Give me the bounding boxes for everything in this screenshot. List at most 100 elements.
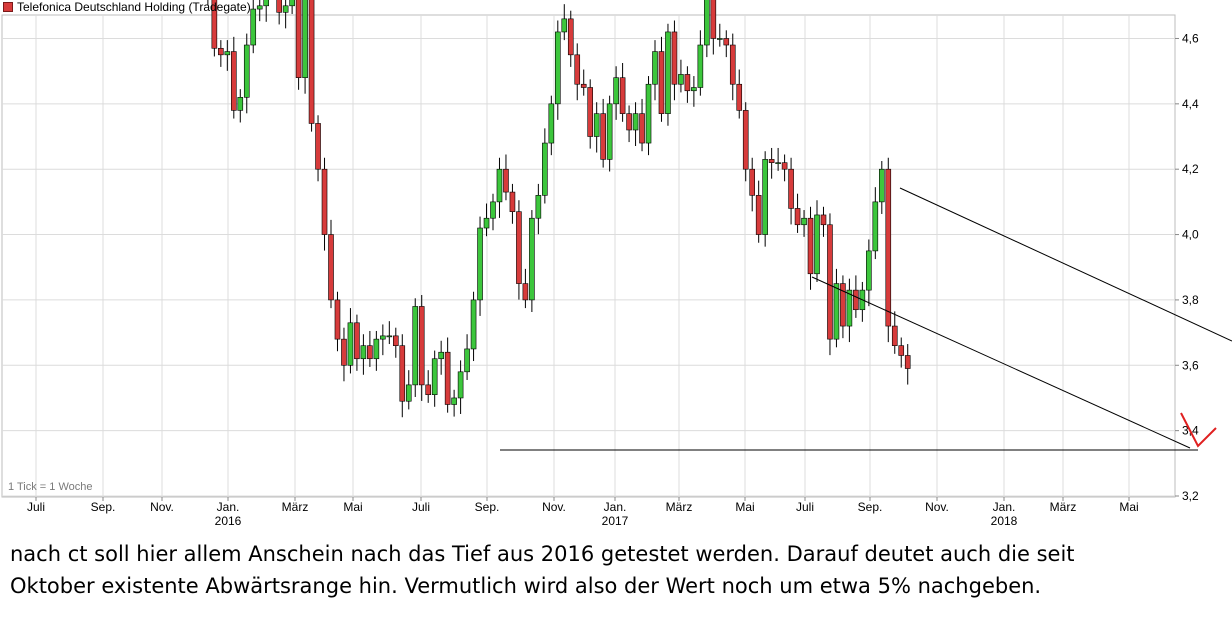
candle-down — [295, 0, 302, 78]
candle-down — [308, 0, 315, 124]
candle-up — [360, 345, 367, 360]
candle-down — [315, 123, 321, 170]
candle-up — [632, 113, 639, 131]
candle-up — [405, 384, 412, 402]
candle-down — [742, 110, 749, 170]
candle-up — [282, 5, 289, 13]
candle-down — [639, 113, 645, 144]
candle-up — [470, 299, 477, 350]
candle-down — [231, 51, 237, 111]
candle-up — [613, 77, 619, 105]
candle-up — [606, 103, 613, 160]
x-tick-label: Jan. — [604, 500, 627, 514]
candle-up — [386, 335, 393, 338]
candle-up — [263, 0, 270, 7]
x-tick-label: Sep. — [475, 500, 500, 514]
candle-up — [477, 227, 483, 301]
candle-down — [788, 168, 794, 209]
candle-up — [256, 5, 263, 10]
candle-up — [373, 338, 380, 360]
candle-down — [509, 191, 516, 212]
candle-up — [548, 103, 555, 144]
chart-title-text: Telefonica Deutschland Holding (Tradegat… — [17, 0, 251, 14]
candle-down — [885, 168, 892, 327]
candle-up — [529, 217, 535, 301]
y-tick-label: 3,6 — [1182, 358, 1199, 372]
x-tick-label: Juli — [27, 500, 45, 514]
candle-down — [781, 162, 788, 170]
candle-down — [418, 306, 425, 386]
candle-up — [431, 358, 438, 395]
candle-down — [710, 0, 717, 39]
candle-up — [775, 162, 781, 164]
candle-down — [211, 0, 218, 49]
candle-up — [716, 38, 723, 40]
x-tick-label: Mai — [1119, 500, 1138, 514]
candle-down — [522, 283, 529, 301]
candle-up — [762, 159, 768, 235]
candle-up — [814, 214, 820, 275]
candle-up — [561, 18, 568, 33]
candle-up — [347, 322, 354, 366]
y-tick-label: 4,0 — [1182, 228, 1199, 242]
y-tick-label: 4,6 — [1182, 31, 1199, 45]
y-tick-label: 4,4 — [1182, 97, 1199, 111]
candle-up — [542, 142, 548, 196]
x-tick-label: Nov. — [542, 500, 566, 514]
x-tick-label: März — [1050, 500, 1077, 514]
candle-down — [574, 54, 581, 85]
x-tick-label: Mai — [735, 500, 754, 514]
candle-up — [645, 83, 652, 144]
chart-title: Telefonica Deutschland Holding (Tradegat… — [3, 0, 251, 14]
x-tick-label: Juli — [412, 500, 430, 514]
candle-down — [580, 83, 587, 88]
x-tick-label: Jan. — [217, 500, 240, 514]
x-tick-label: Nov. — [150, 500, 174, 514]
candle-down — [503, 168, 509, 193]
candle-up — [250, 8, 257, 46]
candle-up — [678, 74, 684, 85]
candle-down — [587, 87, 594, 137]
candle-up — [289, 0, 295, 7]
candle-down — [619, 77, 626, 114]
target-checkmark-annotation — [1180, 412, 1217, 448]
candle-down — [736, 83, 743, 111]
candle-up — [878, 168, 885, 203]
candle-up — [237, 97, 244, 111]
candle-up — [243, 44, 250, 98]
candle-up — [872, 201, 879, 252]
candle-down — [392, 335, 399, 346]
x-tick-label: Sep. — [91, 500, 116, 514]
x-tick-label: Juli — [796, 500, 814, 514]
candle-up — [490, 201, 496, 219]
candle-up — [535, 195, 542, 219]
series-legend-square — [3, 2, 13, 12]
candle-down — [658, 51, 665, 114]
candle-up — [438, 351, 444, 360]
stock-chart: 6,05,85,65,45,25,04,84,64,44,24,03,83,63… — [1, 0, 1232, 528]
x-tick-label: Nov. — [925, 500, 949, 514]
candle-down — [749, 168, 756, 196]
x-tick-label: Jan. — [993, 500, 1016, 514]
candle-down — [218, 47, 224, 56]
candle-down — [827, 224, 833, 340]
caption-line-1: nach ct soll hier allem Anschein nach da… — [10, 542, 1075, 566]
candle-up — [464, 348, 470, 373]
candle-up — [554, 31, 561, 105]
downtrend-channel-upper-line — [899, 187, 1232, 342]
candle-up — [801, 217, 807, 226]
candle-up — [691, 87, 697, 92]
candle-down — [723, 38, 730, 46]
y-tick-label: 3,8 — [1182, 293, 1199, 307]
candle-down — [425, 384, 432, 395]
candlestick-chart: 6,05,85,65,45,25,04,84,64,44,24,03,83,63… — [1, 0, 1232, 528]
candle-up — [652, 51, 658, 85]
candle-up — [457, 371, 464, 399]
candle-up — [697, 44, 704, 88]
candle-down — [600, 113, 606, 160]
x-tick-label: Mai — [343, 500, 362, 514]
x-tick-label: März — [282, 500, 309, 514]
x-tick-label: Sep. — [858, 500, 883, 514]
candle-down — [399, 345, 406, 402]
candle-up — [866, 250, 872, 291]
